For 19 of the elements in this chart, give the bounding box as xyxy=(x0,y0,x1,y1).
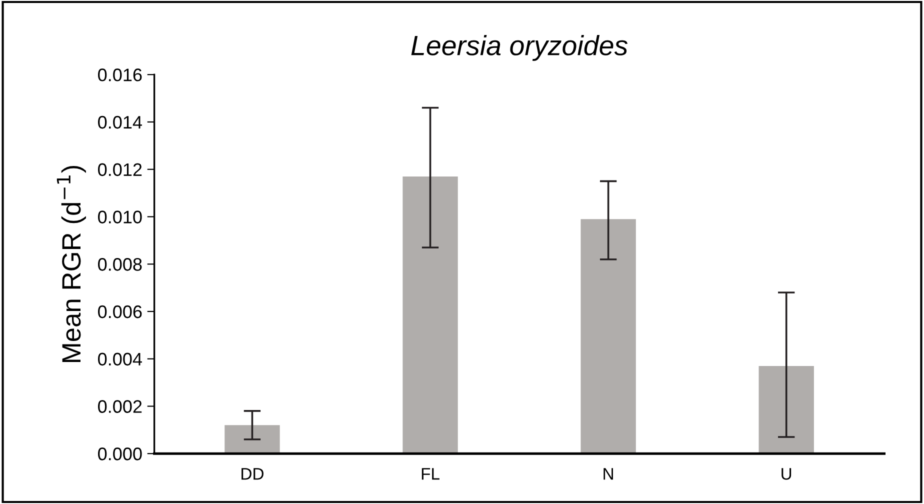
bar xyxy=(580,219,636,454)
x-tick-label: N xyxy=(604,468,613,480)
y-tick-label: 0.002 xyxy=(98,400,142,413)
y-tick-label: 0.014 xyxy=(98,116,142,129)
chart-title: Leersia oryzoides xyxy=(411,35,628,61)
y-tick-label: 0.010 xyxy=(98,210,142,224)
y-tick-label: 0.012 xyxy=(98,163,142,176)
bar xyxy=(402,176,458,454)
y-axis-title: Mean RGR (d$^{−1}$) xyxy=(56,166,86,362)
x-tick-label: FL xyxy=(422,468,440,480)
x-tick-label: DD xyxy=(242,468,264,480)
y-tick-label: 0.004 xyxy=(98,352,142,366)
bar xyxy=(758,366,814,454)
y-tick-label: 0.016 xyxy=(98,68,142,82)
x-tick-label: U xyxy=(782,468,792,480)
y-tick-label: 0.006 xyxy=(98,305,142,318)
bar xyxy=(224,425,280,454)
y-tick-label: 0.008 xyxy=(98,258,142,271)
y-tick-label: 0.000 xyxy=(98,448,142,460)
